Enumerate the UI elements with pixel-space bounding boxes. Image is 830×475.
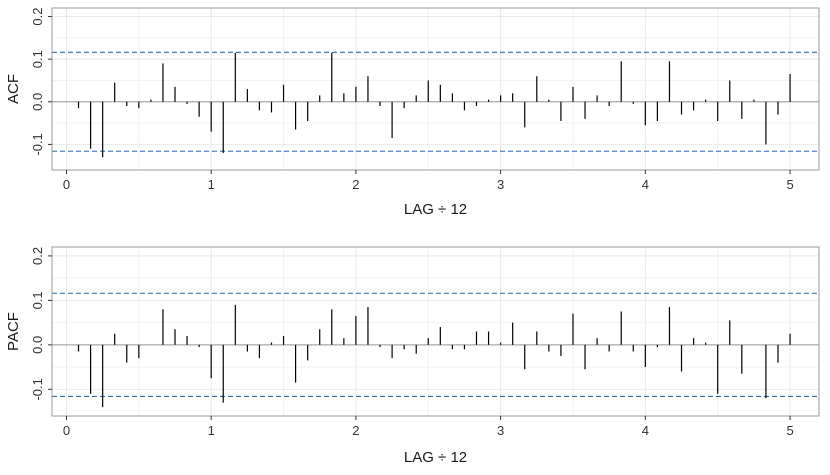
y-tick-label: 0.1 (30, 291, 45, 309)
x-tick-label: 2 (352, 423, 359, 438)
x-tick-label: 2 (352, 177, 359, 192)
panel-frame (51, 7, 820, 171)
x-tick-label: 5 (786, 423, 793, 438)
x-tick-label: 4 (642, 177, 649, 192)
x-tick-label: 5 (786, 177, 793, 192)
x-tick-label: 0 (63, 423, 70, 438)
x-axis-label: LAG ÷ 12 (404, 449, 467, 466)
x-axis-label: LAG ÷ 12 (404, 201, 467, 218)
x-tick-label: 4 (642, 423, 649, 438)
y-tick-label: -0.1 (30, 378, 45, 400)
panel-pacf: 0 1 2 3 4 5 -0.1 0.0 0.1 0.2 LAG ÷ 12 PACF (5, 246, 820, 466)
x-tick-label: 0 (63, 177, 70, 192)
y-axis-label: PACF (5, 312, 22, 351)
y-tick-label: 0.0 (30, 93, 45, 111)
y-tick-label: 0.1 (30, 50, 45, 68)
panel-acf: 0 1 2 3 4 5 -0.1 0.0 0.1 0.2 LAG ÷ 12 ACF (5, 7, 820, 218)
y-tick-label: 0.2 (30, 7, 45, 25)
y-tick-label: 0.2 (30, 247, 45, 265)
x-tick-label: 1 (208, 423, 215, 438)
x-tick-label: 3 (497, 177, 504, 192)
y-tick-label: 0.0 (30, 336, 45, 354)
panel-frame (51, 246, 820, 417)
x-tick-label: 3 (497, 423, 504, 438)
y-axis-label: ACF (5, 74, 22, 104)
y-tick-label: -0.1 (30, 133, 45, 155)
x-tick-label: 1 (208, 177, 215, 192)
